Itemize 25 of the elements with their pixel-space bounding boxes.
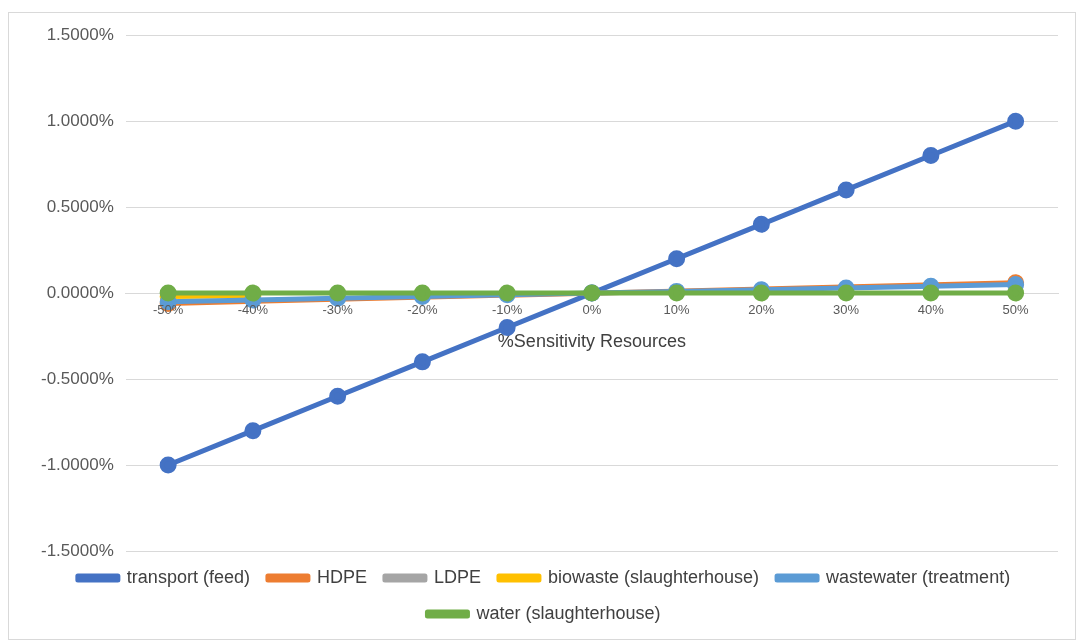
x-tick-label: -20%	[407, 301, 438, 317]
x-tick-label: 40%	[917, 301, 945, 317]
y-tick-label: -0.5000%	[40, 368, 114, 388]
x-tick-label: 0%	[582, 301, 602, 317]
x-tick-label: -10%	[491, 301, 523, 317]
x-tick-label: -30%	[322, 301, 354, 317]
legend-label: biowaste (slaughterhouse)	[547, 566, 760, 587]
y-tick-label: 1.0000%	[46, 110, 114, 130]
x-axis-title: %Sensitivity Resources	[497, 331, 686, 352]
y-tick-label: -1.5000%	[40, 540, 114, 560]
legend-label: LDPE	[433, 566, 481, 587]
x-tick-label: 20%	[748, 301, 775, 317]
x-tick-label: -40%	[237, 301, 269, 317]
x-tick-label: 30%	[833, 301, 860, 317]
legend-label: HDPE	[316, 566, 367, 587]
legend-label: transport (feed)	[126, 566, 250, 587]
y-tick-label: 0.0000%	[46, 282, 114, 302]
x-tick-label: -50%	[152, 301, 184, 317]
x-tick-label: 10%	[663, 301, 691, 317]
y-tick-label: 1.5000%	[46, 24, 114, 44]
legend-label: water (slaughterhouse)	[475, 602, 661, 623]
x-tick-label: 50%	[1002, 301, 1030, 317]
legend-label: wastewater (treatment)	[825, 566, 1011, 587]
y-tick-label: -1.0000%	[40, 454, 114, 474]
y-tick-label: 0.5000%	[46, 196, 114, 216]
